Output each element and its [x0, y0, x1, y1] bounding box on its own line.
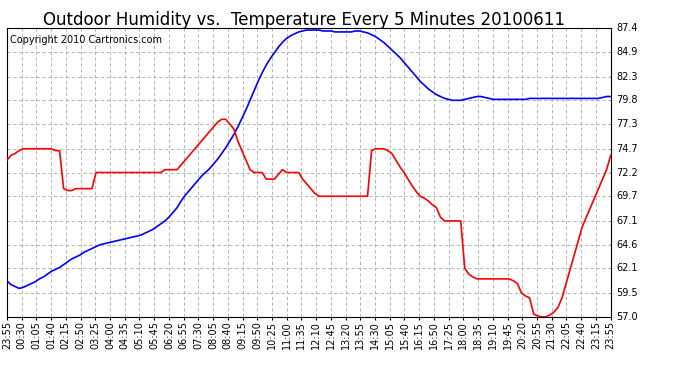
Text: 57.0: 57.0 [616, 312, 638, 322]
Text: -: - [609, 218, 612, 224]
Text: -: - [609, 266, 612, 272]
Text: Outdoor Humidity vs.  Temperature Every 5 Minutes 20100611: Outdoor Humidity vs. Temperature Every 5… [43, 11, 564, 29]
Text: 87.4: 87.4 [616, 23, 638, 33]
Text: 69.7: 69.7 [616, 191, 638, 201]
Text: -: - [609, 74, 612, 80]
Text: 77.3: 77.3 [616, 119, 638, 129]
Text: 59.5: 59.5 [616, 288, 638, 298]
Text: Copyright 2010 Cartronics.com: Copyright 2010 Cartronics.com [10, 35, 162, 45]
Text: -: - [609, 290, 612, 296]
Text: -: - [609, 193, 612, 199]
Text: -: - [609, 146, 612, 152]
Text: -: - [609, 98, 612, 104]
Text: 72.2: 72.2 [616, 168, 638, 177]
Text: -: - [609, 314, 612, 320]
Text: -: - [609, 170, 612, 176]
Text: -: - [609, 242, 612, 248]
Text: 79.8: 79.8 [616, 95, 638, 105]
Text: 84.9: 84.9 [616, 47, 638, 57]
Text: -: - [609, 121, 612, 127]
Text: 82.3: 82.3 [616, 72, 638, 82]
Text: 64.6: 64.6 [616, 240, 638, 250]
Text: 74.7: 74.7 [616, 144, 638, 154]
Text: -: - [609, 49, 612, 55]
Text: -: - [609, 25, 612, 31]
Text: 62.1: 62.1 [616, 263, 638, 273]
Text: 67.1: 67.1 [616, 216, 638, 226]
